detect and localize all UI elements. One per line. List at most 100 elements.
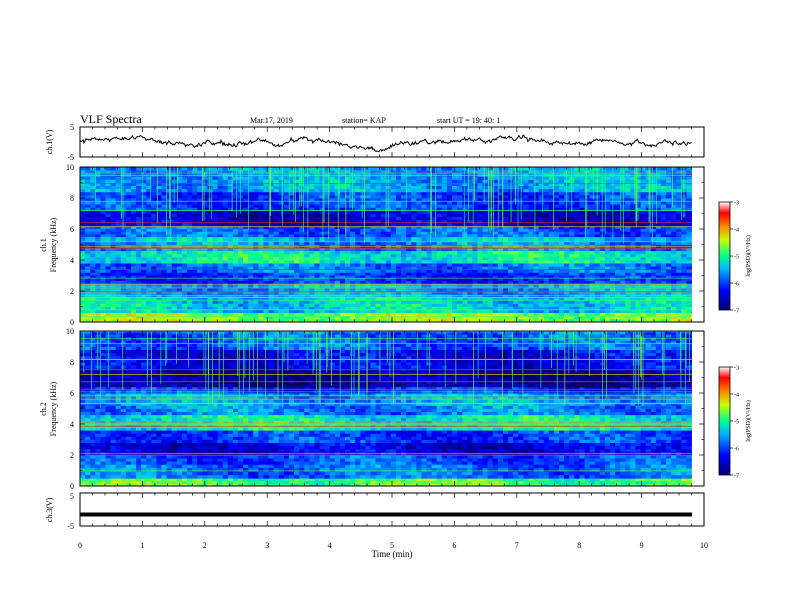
spectrogram-cell — [187, 210, 193, 214]
spectrogram-cell — [355, 219, 361, 224]
spectrogram-cell — [375, 266, 382, 270]
spectrogram-cell — [207, 198, 213, 202]
spectrogram-cell — [151, 250, 157, 255]
spectrogram-cell — [508, 300, 514, 304]
spectrogram-cell — [462, 312, 468, 317]
spectrogram-cell — [426, 312, 433, 317]
spectrogram-cell — [477, 294, 483, 298]
spectrogram-cell — [309, 204, 315, 208]
spectrogram-cell — [523, 318, 529, 323]
spectrogram-cell — [370, 297, 376, 301]
spectrogram-cell — [589, 256, 596, 261]
spectrogram-cell — [100, 222, 106, 227]
spectrogram-cell — [130, 210, 137, 214]
spectrogram-cell — [95, 269, 101, 273]
spectrogram-cell — [574, 213, 580, 217]
spectrogram-cell — [543, 234, 550, 238]
spectrogram-cell — [85, 222, 91, 227]
spectrogram-cell — [304, 241, 310, 245]
spectrogram-cell — [304, 198, 310, 202]
spectrogram-cell — [594, 283, 601, 289]
spectrogram-cell — [314, 280, 320, 284]
spectrogram-cell — [309, 283, 315, 289]
spectrogram-cell — [538, 275, 545, 279]
spectrogram-cell — [283, 263, 290, 267]
spectrogram-cell — [406, 291, 412, 295]
spectrogram-cell — [436, 260, 443, 264]
spectrogram-cell — [579, 250, 585, 255]
spectrogram-cell — [105, 256, 111, 261]
spectrogram-cell — [110, 318, 117, 323]
spectrogram-cell — [426, 194, 433, 199]
spectrogram-cell — [212, 234, 218, 238]
spectrogram-cell — [253, 315, 259, 320]
spectrogram-cell — [304, 250, 310, 255]
spectrogram-cell — [350, 300, 356, 304]
spectrogram-cell — [574, 318, 580, 323]
spectrogram-cell — [543, 250, 550, 255]
spectrogram-cell — [645, 250, 652, 255]
spectrogram-cell — [222, 275, 229, 279]
spectrogram-cell — [380, 277, 387, 281]
spectrogram-cell — [426, 283, 433, 289]
spectrogram-cell — [457, 219, 463, 224]
spectrogram-cell — [620, 280, 626, 284]
spectrogram-cell — [176, 287, 183, 292]
spectrogram-cell — [237, 241, 244, 245]
spectrogram-cell — [268, 216, 275, 221]
spectrogram-cell — [314, 283, 320, 289]
spectrogram-cell — [181, 277, 188, 281]
spectrogram-cell — [395, 283, 402, 289]
spectrogram-cell — [355, 269, 361, 273]
spectrogram-cell — [594, 300, 601, 304]
spectrogram-cell — [146, 275, 152, 279]
spectrogram-cell — [227, 225, 234, 230]
spectrogram-cell — [197, 201, 203, 205]
spectrogram-cell — [436, 275, 443, 279]
spectrogram-cell — [192, 266, 198, 270]
spectrogram-cell — [457, 225, 463, 230]
spectrogram-cell — [666, 263, 672, 267]
spectrogram-cell — [395, 297, 402, 301]
spectrogram-cell — [630, 309, 636, 314]
spectrogram-cell — [232, 300, 239, 304]
spectrogram-cell — [548, 207, 555, 211]
spectrogram-cell — [416, 297, 422, 301]
spectrogram-cell — [385, 263, 392, 267]
spectrogram-cell — [212, 266, 218, 270]
spectrogram-cell — [513, 219, 519, 224]
spectrogram-cell — [671, 280, 677, 284]
spectrogram-cell — [401, 231, 407, 235]
spectrogram-cell — [136, 228, 142, 232]
spectrogram-cell — [533, 291, 540, 295]
spectrogram-cell — [513, 213, 519, 217]
spectrogram-cell — [85, 256, 91, 261]
spectrogram-cell — [237, 219, 244, 224]
spectrogram-cell — [90, 236, 96, 242]
spectrogram-cell — [528, 280, 534, 284]
spectrogram-cell — [645, 303, 652, 307]
spectrogram-cell — [319, 283, 326, 289]
spectrogram-cell — [125, 210, 132, 214]
spectrogram-cell — [85, 213, 91, 217]
spectrogram-cell — [482, 294, 489, 298]
spectrogram-cell — [416, 260, 422, 264]
spectrogram-cell — [258, 280, 264, 284]
spectrogram-cell — [681, 234, 687, 238]
spectrogram-cell — [406, 256, 412, 261]
spectrogram-cell — [253, 213, 259, 217]
spectrogram-cell — [222, 303, 229, 307]
spectrogram-cell — [635, 225, 641, 230]
spectrogram-cell — [314, 210, 320, 214]
spectrogram-cell — [365, 306, 371, 310]
spectrogram-cell — [110, 194, 117, 199]
spectrogram-cell — [559, 253, 565, 258]
spectrogram-cell — [309, 216, 315, 221]
spectrogram-cell — [227, 269, 234, 273]
spectrogram-cell — [125, 297, 132, 301]
spectrogram-cell — [283, 225, 290, 230]
spectrogram-cell — [609, 263, 616, 267]
spectrogram-cell — [197, 263, 203, 267]
spectrogram-cell — [161, 303, 168, 307]
spectrogram-cell — [482, 269, 489, 273]
